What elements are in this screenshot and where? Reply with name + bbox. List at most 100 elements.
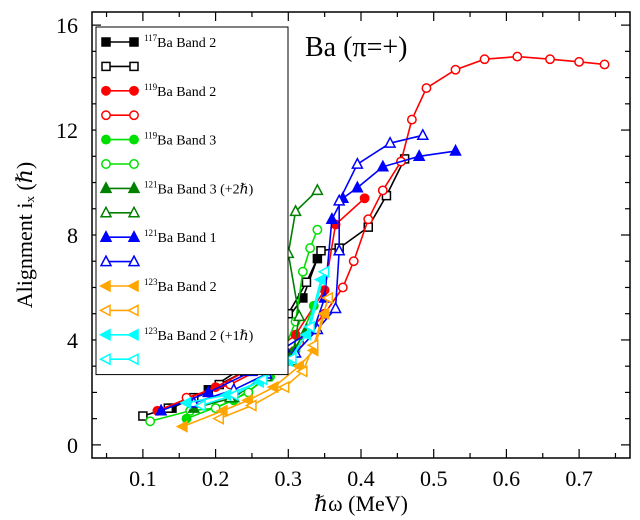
legend-marker xyxy=(127,205,141,218)
legend-entry xyxy=(98,304,139,317)
legend-entry xyxy=(99,254,141,267)
legend-marker xyxy=(126,279,139,293)
legend-marker xyxy=(98,352,111,366)
data-point xyxy=(226,388,239,402)
legend-marker xyxy=(101,61,111,72)
data-point xyxy=(449,143,462,156)
legend-marker xyxy=(101,159,111,169)
legend-marker xyxy=(98,279,111,293)
legend-entry: 121Ba Band 3 (+2ℏ) xyxy=(99,179,254,197)
data-point xyxy=(351,157,364,169)
axis-ticks: 0.1 0.2 0.3 0.4 0.5 0.6 0.7 0 4 8 12 16 xyxy=(56,12,630,491)
legend-entry xyxy=(99,205,141,218)
data-point xyxy=(479,54,490,65)
data-point xyxy=(383,136,397,148)
legend-entry: 117Ba Band 2 xyxy=(101,33,216,51)
legend-label: 123Ba Band 2 xyxy=(144,277,217,295)
data-point xyxy=(301,277,312,287)
legend-entry: 121Ba Band 1 xyxy=(99,228,217,246)
data-point xyxy=(545,54,555,65)
legend-marker xyxy=(129,37,139,47)
legend-marker xyxy=(127,181,141,194)
data-point xyxy=(412,149,426,162)
legend-marker xyxy=(99,254,113,267)
legend-entry xyxy=(98,352,139,366)
data-point xyxy=(138,411,148,421)
data-point xyxy=(154,403,168,416)
legend-marker xyxy=(98,328,111,342)
legend-marker xyxy=(99,230,113,242)
data-point xyxy=(363,214,374,225)
data-point xyxy=(284,352,297,365)
data-point xyxy=(292,309,306,322)
legend-marker xyxy=(126,328,139,342)
data-point xyxy=(311,183,324,196)
legend-marker xyxy=(129,134,139,145)
y-tick-label: 8 xyxy=(67,223,78,248)
data-point xyxy=(266,380,279,394)
data-point xyxy=(599,59,610,70)
data-point xyxy=(332,193,346,206)
data-point xyxy=(306,338,319,352)
legend-label: 117Ba Band 2 xyxy=(144,33,216,51)
data-point xyxy=(289,204,302,217)
data-point xyxy=(295,365,308,378)
y-axis-label: Alignment iₓ (ℏ) xyxy=(12,162,37,308)
legend-entry: 119Ba Band 3 xyxy=(101,131,216,149)
legend-marker xyxy=(99,181,113,194)
y-tick-label: 4 xyxy=(67,328,78,353)
x-tick-label: 0.1 xyxy=(129,466,157,491)
data-point xyxy=(302,320,315,334)
x-tick-label: 0.3 xyxy=(275,466,303,491)
legend-marker xyxy=(129,110,139,121)
legend-entry: 123Ba Band 2 xyxy=(98,277,217,295)
data-point xyxy=(406,114,417,125)
legend-entry xyxy=(101,61,139,72)
data-point xyxy=(376,159,390,172)
data-point xyxy=(255,373,268,386)
data-point xyxy=(145,416,156,427)
data-point xyxy=(450,64,461,75)
data-point xyxy=(574,56,585,67)
chart-annotation: Ba (π=+) xyxy=(305,32,407,63)
data-point xyxy=(337,282,348,293)
data-point xyxy=(305,243,316,254)
data-point xyxy=(175,420,188,433)
data-point xyxy=(359,193,370,204)
x-axis-label: ℏω (MeV) xyxy=(314,491,408,516)
y-tick-label: 0 xyxy=(67,433,78,458)
legend-marker xyxy=(127,230,141,242)
x-tick-label: 0.5 xyxy=(420,466,448,491)
data-point xyxy=(244,399,257,412)
data-point xyxy=(292,359,304,373)
data-point xyxy=(179,396,192,410)
legend-label: 121Ba Band 3 (+2ℏ) xyxy=(144,179,254,197)
legend-marker xyxy=(126,352,139,366)
data-point xyxy=(351,180,364,193)
legend-marker xyxy=(101,85,111,96)
legend-label: 119Ba Band 2 xyxy=(144,82,216,100)
y-tick-label: 12 xyxy=(56,118,78,143)
series-line xyxy=(218,297,330,420)
x-tick-label: 0.2 xyxy=(202,466,230,491)
data-point xyxy=(312,224,323,235)
legend-entry: 123Ba Band 2 (+1ℏ) xyxy=(98,326,254,344)
legend-marker xyxy=(99,205,113,218)
data-point xyxy=(297,266,308,277)
legend-entry xyxy=(101,110,139,121)
legend-marker xyxy=(129,61,139,72)
data-point xyxy=(202,385,215,398)
x-tick-label: 0.6 xyxy=(493,466,521,491)
legend-entry: 119Ba Band 2 xyxy=(101,82,216,100)
legend-marker xyxy=(101,37,111,47)
legend-marker xyxy=(101,110,111,121)
data-point xyxy=(325,212,339,225)
data-point xyxy=(416,128,430,141)
data-point xyxy=(377,185,388,196)
data-point xyxy=(277,380,290,394)
series-11 xyxy=(212,291,334,425)
data-point xyxy=(321,291,334,305)
legend-marker xyxy=(126,304,139,317)
legend-entry xyxy=(101,159,139,169)
